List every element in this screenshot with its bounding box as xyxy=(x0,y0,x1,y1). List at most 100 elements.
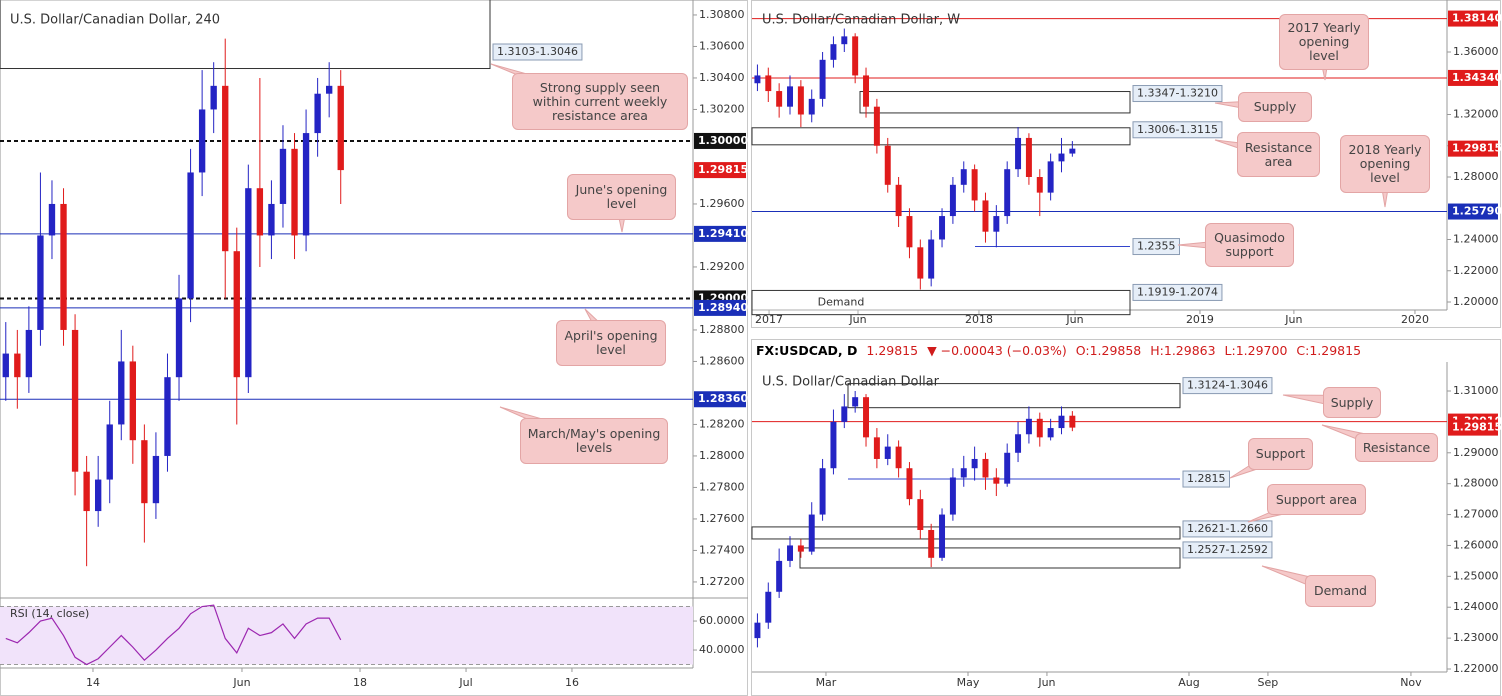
candle-body xyxy=(939,514,946,558)
last-price: 1.29815 xyxy=(866,343,919,358)
candle-body xyxy=(106,424,113,480)
x-tick-label: Jun xyxy=(1065,313,1083,326)
candle-body xyxy=(141,440,148,504)
candle-body xyxy=(1058,415,1065,429)
x-tick-label: Aug xyxy=(1178,676,1199,689)
callout: Support xyxy=(1248,438,1313,470)
candle-body xyxy=(60,203,67,330)
candle-body xyxy=(37,235,44,330)
candle-body xyxy=(302,133,310,236)
level-badge xyxy=(694,299,746,316)
candle-body xyxy=(14,353,21,378)
zone xyxy=(751,289,1131,316)
x-tick-label: May xyxy=(957,676,980,689)
y-tick-label: 1.26000 xyxy=(1453,538,1499,551)
level-badge xyxy=(1448,419,1498,436)
candle-body xyxy=(917,247,924,279)
ohlc-open: O:1.29858 xyxy=(1075,343,1142,358)
candle-body xyxy=(245,188,252,378)
candle-body xyxy=(819,468,826,515)
level-badge xyxy=(1448,203,1498,220)
candle-body xyxy=(960,169,967,185)
level-badge xyxy=(1448,140,1498,157)
candle-body xyxy=(819,59,826,99)
candle-body xyxy=(210,85,217,110)
candle-body xyxy=(765,591,772,623)
level-badge xyxy=(1448,69,1498,86)
y-tick-label: 1.31000 xyxy=(1453,384,1499,397)
level-badge-label: 1.25790 xyxy=(1452,205,1502,218)
candle-body xyxy=(1036,418,1043,438)
chart-title: U.S. Dollar/Canadian Dollar, W xyxy=(762,13,960,28)
zone-label: 1.2355 xyxy=(1137,240,1176,253)
callout: Support area xyxy=(1267,484,1366,515)
candle-body xyxy=(175,298,183,378)
candle-body xyxy=(797,86,804,115)
callout: Strong supply seen within current weekly… xyxy=(512,73,688,130)
callout: June's opening level xyxy=(567,174,676,220)
y-tick-label: 1.30200 xyxy=(699,102,745,115)
candle-body xyxy=(776,560,783,592)
candle-body xyxy=(960,468,967,478)
callout: Demand xyxy=(1305,575,1376,607)
candle-body xyxy=(993,216,1000,232)
candle-body xyxy=(48,203,56,236)
zone-label-box xyxy=(1182,377,1273,395)
callout: 2018 Yearly opening level xyxy=(1340,135,1430,193)
candle-body xyxy=(993,477,1000,484)
x-tick-label: Jun xyxy=(1037,676,1055,689)
x-tick-label: Nov xyxy=(1400,676,1422,689)
y-tick-label: 1.22000 xyxy=(1453,662,1499,675)
zone-label: 1.1919-1.2074 xyxy=(1137,285,1218,298)
candle-body xyxy=(1058,153,1065,162)
zone-label-box xyxy=(1182,541,1273,559)
candle-body xyxy=(71,329,79,472)
level-badge xyxy=(694,132,746,149)
y-tick-label: 1.22000 xyxy=(1453,264,1499,277)
candle-body xyxy=(1015,137,1022,170)
candle-body xyxy=(1069,415,1076,428)
candle-body xyxy=(873,437,880,459)
candle-body xyxy=(754,75,761,84)
zone-label-box xyxy=(492,43,583,61)
candle-body xyxy=(268,203,275,236)
x-tick-label: 18 xyxy=(353,676,367,689)
candle-body xyxy=(1015,434,1022,453)
level-badge-label: 1.29410 xyxy=(698,227,748,240)
zone-label-box xyxy=(1132,283,1223,301)
level-badge-label: 1.28940 xyxy=(698,301,748,314)
candle-body xyxy=(129,361,137,441)
level-badge-label: 1.29815 xyxy=(1452,421,1502,434)
callout: Supply xyxy=(1323,387,1381,418)
candle-body xyxy=(863,75,870,107)
symbol-header: FX:USDCAD, D 1.29815 ▼ −0.00043 (−0.03%)… xyxy=(756,343,1366,358)
y-tick-label: 1.28000 xyxy=(1453,477,1499,490)
candle-body xyxy=(83,471,90,512)
zone xyxy=(751,526,1181,540)
y-tick-label: 1.28000 xyxy=(1453,170,1499,183)
candle-body xyxy=(256,188,264,236)
candle-body xyxy=(152,455,160,504)
zone-label: 1.3347-1.3210 xyxy=(1137,87,1218,100)
candle-body xyxy=(787,86,793,107)
callout: April's opening level xyxy=(556,320,666,366)
level-badge-label: 1.38140 xyxy=(1452,12,1502,25)
candle-body xyxy=(1025,418,1032,435)
candle-body xyxy=(808,98,815,115)
candle-body xyxy=(2,353,9,378)
y-tick-label: 1.28800 xyxy=(699,323,745,336)
chart-title: U.S. Dollar/Canadian Dollar xyxy=(762,375,940,390)
x-tick-label: Jun xyxy=(232,676,250,689)
y-tick-label: 1.27800 xyxy=(699,480,745,493)
candle-body xyxy=(1036,177,1043,193)
candle-body xyxy=(808,514,815,552)
zone-label-box xyxy=(1132,238,1180,256)
candle-body xyxy=(337,85,344,171)
rsi-line xyxy=(5,604,342,666)
candle-body xyxy=(928,530,935,558)
change: ▼ −0.00043 (−0.03%) xyxy=(927,343,1067,358)
zone xyxy=(751,127,1131,146)
y-tick-label: 1.30400 xyxy=(699,71,745,84)
y-tick-label: 1.27600 xyxy=(699,512,745,525)
